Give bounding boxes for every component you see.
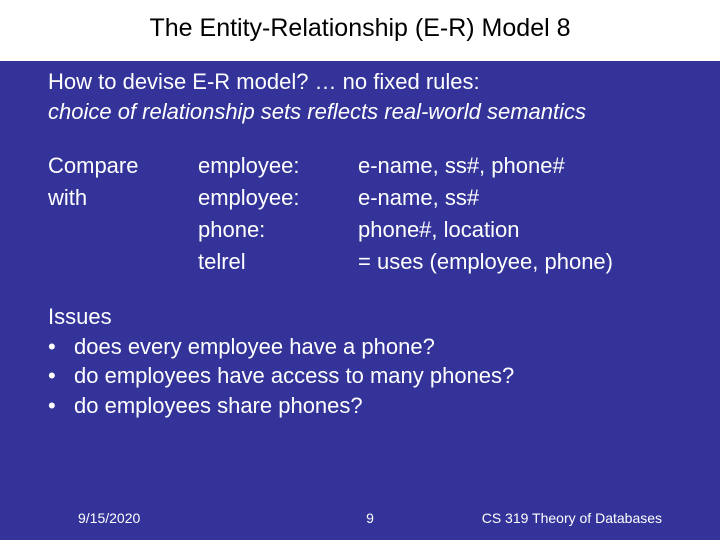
bullet-icon: • <box>48 391 74 421</box>
issues-heading: Issues <box>48 302 672 332</box>
compare-block: Compare with employee: employee: phone: … <box>48 150 672 278</box>
footer-date: 9/15/2020 <box>48 510 273 526</box>
compare-label-0: employee: <box>198 150 358 182</box>
issue-bullet-0: • does every employee have a phone? <box>48 332 672 362</box>
compare-value-0: e-name, ss#, phone# <box>358 150 672 182</box>
slide-footer: 9/15/2020 9 CS 319 Theory of Databases <box>0 510 720 526</box>
issue-text-2: do employees share phones? <box>74 391 363 421</box>
compare-left-0: Compare <box>48 150 198 182</box>
bullet-icon: • <box>48 361 74 391</box>
bullet-icon: • <box>48 332 74 362</box>
compare-label-col: employee: employee: phone: telrel <box>198 150 358 278</box>
issue-bullet-1: • do employees have access to many phone… <box>48 361 672 391</box>
compare-value-1: e-name, ss# <box>358 182 672 214</box>
issue-bullet-2: • do employees share phones? <box>48 391 672 421</box>
compare-left-col: Compare with <box>48 150 198 278</box>
title-text: The Entity-Relationship (E-R) Model 8 <box>150 14 571 42</box>
compare-left-1: with <box>48 182 198 214</box>
intro-line-2: choice of relationship sets reflects rea… <box>48 97 672 127</box>
slide-title: The Entity-Relationship (E-R) Model 8 <box>0 0 720 61</box>
compare-value-col: e-name, ss#, phone# e-name, ss# phone#, … <box>358 150 672 278</box>
issue-text-0: does every employee have a phone? <box>74 332 435 362</box>
issue-text-1: do employees have access to many phones? <box>74 361 514 391</box>
compare-label-3: telrel <box>198 246 358 278</box>
compare-value-3: = uses (employee, phone) <box>358 246 672 278</box>
compare-label-2: phone: <box>198 214 358 246</box>
slide-body: How to devise E-R model? … no fixed rule… <box>0 67 720 421</box>
intro-line-1: How to devise E-R model? … no fixed rule… <box>48 67 672 97</box>
compare-value-2: phone#, location <box>358 214 672 246</box>
footer-page: 9 <box>273 510 468 526</box>
footer-course: CS 319 Theory of Databases <box>467 510 672 526</box>
compare-label-1: employee: <box>198 182 358 214</box>
